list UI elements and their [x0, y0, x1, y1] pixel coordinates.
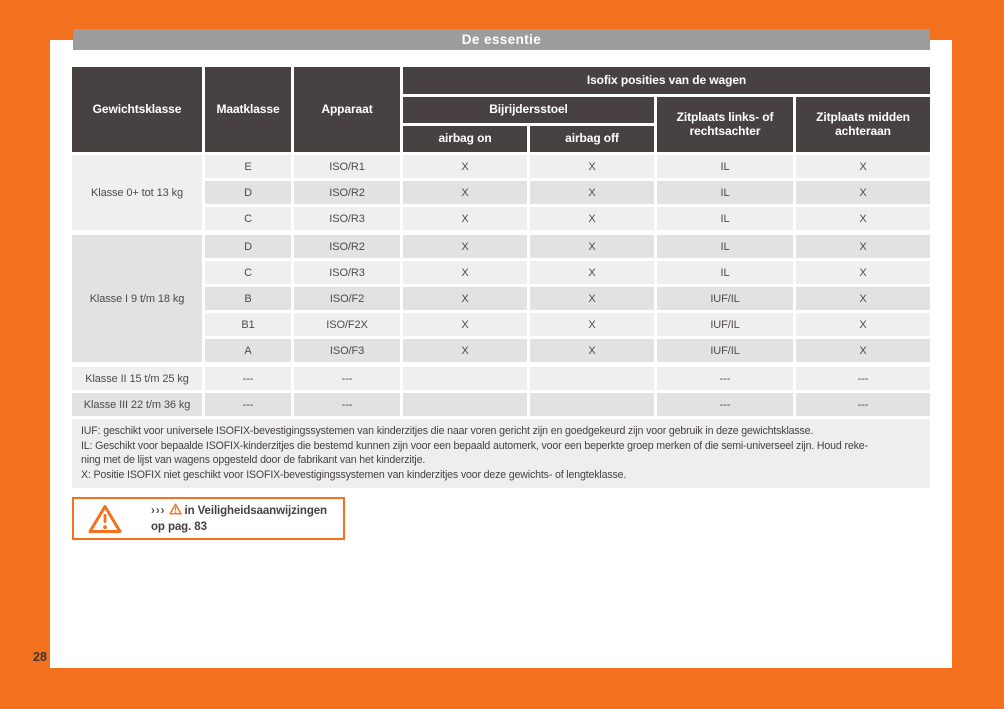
- zitplaats-midden-achteraan-cell: X: [796, 339, 930, 362]
- maatklasse-cell: D: [205, 181, 291, 204]
- zitplaats-links-rechtsachter-cell: ---: [657, 393, 793, 416]
- header-bijrijdersstoel: Bijrijdersstoel: [403, 97, 654, 123]
- header-zitplaats-links-rechtsachter: Zitplaats links- of rechtsachter: [657, 97, 793, 152]
- airbag-on-cell: X: [403, 235, 527, 258]
- airbag-on-cell: X: [403, 261, 527, 284]
- zitplaats-links-rechtsachter-cell: IL: [657, 235, 793, 258]
- zitplaats-links-rechtsachter-cell: IL: [657, 261, 793, 284]
- footnote-line: IL: Geschikt voor bepaalde ISOFIX-kinder…: [81, 439, 868, 452]
- maatklasse-cell: C: [205, 261, 291, 284]
- airbag-off-cell: X: [530, 235, 654, 258]
- zitplaats-midden-achteraan-cell: X: [796, 207, 930, 230]
- warning-triangle-icon: [87, 503, 123, 535]
- zitplaats-links-rechtsachter-cell: IUF/IL: [657, 339, 793, 362]
- airbag-off-cell: [530, 393, 654, 416]
- airbag-off-cell: X: [530, 261, 654, 284]
- warning-text: ››› in Veiligheidsaanwijzingen op pag. 83: [151, 503, 333, 534]
- apparaat-cell: ISO/R3: [294, 207, 400, 230]
- footnote-line: ning met de lijst van wagens opgesteld d…: [81, 454, 426, 467]
- gewichtsklasse-label: Klasse 0+ tot 13 kg: [72, 155, 202, 230]
- maatklasse-cell: C: [205, 207, 291, 230]
- apparaat-cell: ISO/R2: [294, 181, 400, 204]
- airbag-off-cell: [530, 367, 654, 390]
- header-gewichtsklasse: Gewichtsklasse: [72, 67, 202, 152]
- warning-mini-triangle-icon: [168, 503, 182, 520]
- gewichtsklasse-label: Klasse III 22 t/m 36 kg: [72, 393, 202, 416]
- header-maatklasse: Maatklasse: [205, 67, 291, 152]
- zitplaats-midden-achteraan-cell: X: [796, 235, 930, 258]
- isofix-table: Gewichtsklasse Maatklasse Apparaat Isofi…: [72, 67, 930, 489]
- maatklasse-cell: ---: [205, 367, 291, 390]
- zitplaats-links-rechtsachter-cell: IL: [657, 207, 793, 230]
- zitplaats-links-rechtsachter-cell: IUF/IL: [657, 313, 793, 336]
- airbag-off-cell: X: [530, 181, 654, 204]
- zitplaats-midden-achteraan-cell: X: [796, 287, 930, 310]
- header-isofix-posities: Isofix posities van de wagen: [403, 67, 930, 94]
- header-airbag-off: airbag off: [530, 126, 654, 152]
- zitplaats-links-rechtsachter-cell: IL: [657, 155, 793, 178]
- header-apparaat: Apparaat: [294, 67, 400, 152]
- table-body: Klasse 0+ tot 13 kg E ISO/R1 X X IL X D ISO/R2 X X…: [72, 155, 930, 416]
- maatklasse-cell: E: [205, 155, 291, 178]
- gewichtsklasse-label: Klasse I 9 t/m 18 kg: [72, 235, 202, 362]
- table-header: Gewichtsklasse Maatklasse Apparaat Isofi…: [72, 67, 930, 152]
- apparaat-cell: ISO/R1: [294, 155, 400, 178]
- zitplaats-midden-achteraan-cell: ---: [796, 393, 930, 416]
- footnote-line: X: Positie ISOFIX niet geschikt voor ISO…: [81, 468, 627, 481]
- section-title-bar: De essentie: [73, 29, 930, 50]
- airbag-off-cell: X: [530, 155, 654, 178]
- maatklasse-cell: B: [205, 287, 291, 310]
- table-group: Klasse II 15 t/m 25 kg --- --- --- ---: [72, 367, 930, 390]
- apparaat-cell: ---: [294, 367, 400, 390]
- footnote-line: IUF: geschikt voor universele ISOFIX-bev…: [81, 425, 814, 437]
- airbag-off-cell: X: [530, 339, 654, 362]
- zitplaats-midden-achteraan-cell: X: [796, 261, 930, 284]
- maatklasse-cell: ---: [205, 393, 291, 416]
- table-group: Klasse 0+ tot 13 kg E ISO/R1 X X IL X D ISO/R2 X X…: [72, 155, 930, 230]
- zitplaats-midden-achteraan-cell: X: [796, 181, 930, 204]
- airbag-on-cell: X: [403, 313, 527, 336]
- maatklasse-cell: A: [205, 339, 291, 362]
- airbag-on-cell: [403, 393, 527, 416]
- table-group: Klasse I 9 t/m 18 kg D ISO/R2 X X IL X C ISO/R3 X…: [72, 235, 930, 362]
- gewichtsklasse-label: Klasse II 15 t/m 25 kg: [72, 367, 202, 390]
- table-footnotes: IUF: geschikt voor universele ISOFIX-bev…: [72, 419, 930, 489]
- airbag-off-cell: X: [530, 313, 654, 336]
- airbag-off-cell: X: [530, 207, 654, 230]
- header-airbag-on: airbag on: [403, 126, 527, 152]
- table-group: Klasse III 22 t/m 36 kg --- --- --- ---: [72, 393, 930, 416]
- section-title: De essentie: [461, 32, 542, 47]
- zitplaats-links-rechtsachter-cell: IUF/IL: [657, 287, 793, 310]
- warning-reference-text: in Veiligheidsaanwijzingen op pag. 83: [151, 505, 327, 533]
- maatklasse-cell: B1: [205, 313, 291, 336]
- apparaat-cell: ISO/F3: [294, 339, 400, 362]
- apparaat-cell: ISO/F2: [294, 287, 400, 310]
- apparaat-cell: ISO/F2X: [294, 313, 400, 336]
- zitplaats-links-rechtsachter-cell: IL: [657, 181, 793, 204]
- airbag-on-cell: X: [403, 287, 527, 310]
- airbag-on-cell: X: [403, 339, 527, 362]
- airbag-on-cell: X: [403, 155, 527, 178]
- airbag-on-cell: [403, 367, 527, 390]
- zitplaats-links-rechtsachter-cell: ---: [657, 367, 793, 390]
- apparaat-cell: ISO/R2: [294, 235, 400, 258]
- airbag-off-cell: X: [530, 287, 654, 310]
- header-zitplaats-midden-achteraan: Zitplaats midden achteraan: [796, 97, 930, 152]
- apparaat-cell: ---: [294, 393, 400, 416]
- maatklasse-cell: D: [205, 235, 291, 258]
- airbag-on-cell: X: [403, 181, 527, 204]
- apparaat-cell: ISO/R3: [294, 261, 400, 284]
- safety-warning-box: ››› in Veiligheidsaanwijzingen op pag. 83: [72, 497, 345, 540]
- airbag-on-cell: X: [403, 207, 527, 230]
- zitplaats-midden-achteraan-cell: X: [796, 155, 930, 178]
- zitplaats-midden-achteraan-cell: X: [796, 313, 930, 336]
- page-number: 28: [33, 650, 47, 664]
- zitplaats-midden-achteraan-cell: ---: [796, 367, 930, 390]
- chevrons-reference: ›››: [151, 505, 166, 517]
